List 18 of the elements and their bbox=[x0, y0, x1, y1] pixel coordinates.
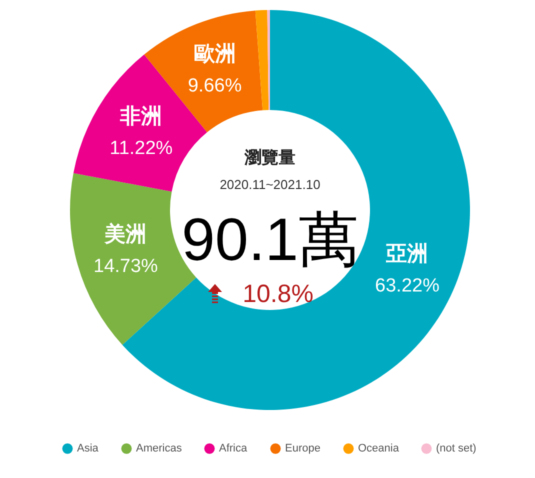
legend-label: (not set) bbox=[436, 442, 476, 455]
data-label: 9.66% bbox=[188, 76, 242, 97]
data-label: 63.22% bbox=[375, 276, 440, 297]
legend-label: Europe bbox=[285, 442, 320, 455]
text: 歐洲 bbox=[194, 42, 236, 66]
text: 美洲 bbox=[104, 223, 147, 246]
text: 10.8% bbox=[242, 280, 314, 308]
legend-label: Africa bbox=[219, 442, 248, 455]
text: 2020.11~2021.10 bbox=[220, 177, 320, 192]
text: 瀏覽量 bbox=[244, 148, 296, 167]
text: 90.1萬 bbox=[182, 206, 358, 273]
text: 亞洲 bbox=[386, 242, 428, 266]
text: 非洲 bbox=[120, 105, 162, 128]
legend-label: Asia bbox=[77, 442, 100, 455]
data-label: 11.22% bbox=[110, 138, 173, 160]
data-label: 14.73% bbox=[94, 256, 158, 278]
legend-label: Oceania bbox=[358, 442, 400, 455]
legend-label: Americas bbox=[136, 442, 182, 455]
